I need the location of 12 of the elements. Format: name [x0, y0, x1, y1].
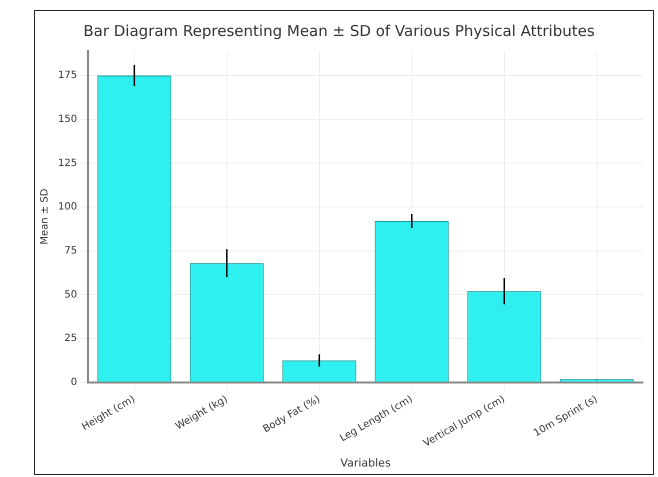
- y-axis-title: Mean ± SD: [40, 188, 51, 245]
- x-tick-label: Body Fat (%): [261, 394, 322, 436]
- y-tick-label: 125: [58, 158, 78, 169]
- y-tick-label: 150: [58, 114, 78, 125]
- y-tick-label: 100: [58, 202, 78, 213]
- x-axis-title: Variables: [340, 456, 391, 470]
- y-tick-label: 50: [64, 289, 78, 300]
- y-tick-label: 25: [64, 333, 78, 344]
- y-tick-label: 0: [70, 376, 78, 388]
- chart-title: Bar Diagram Representing Mean ± SD of Various Physical Attributes: [83, 22, 595, 40]
- y-tick-label: 75: [64, 245, 78, 256]
- y-tick-label: 175: [58, 70, 78, 82]
